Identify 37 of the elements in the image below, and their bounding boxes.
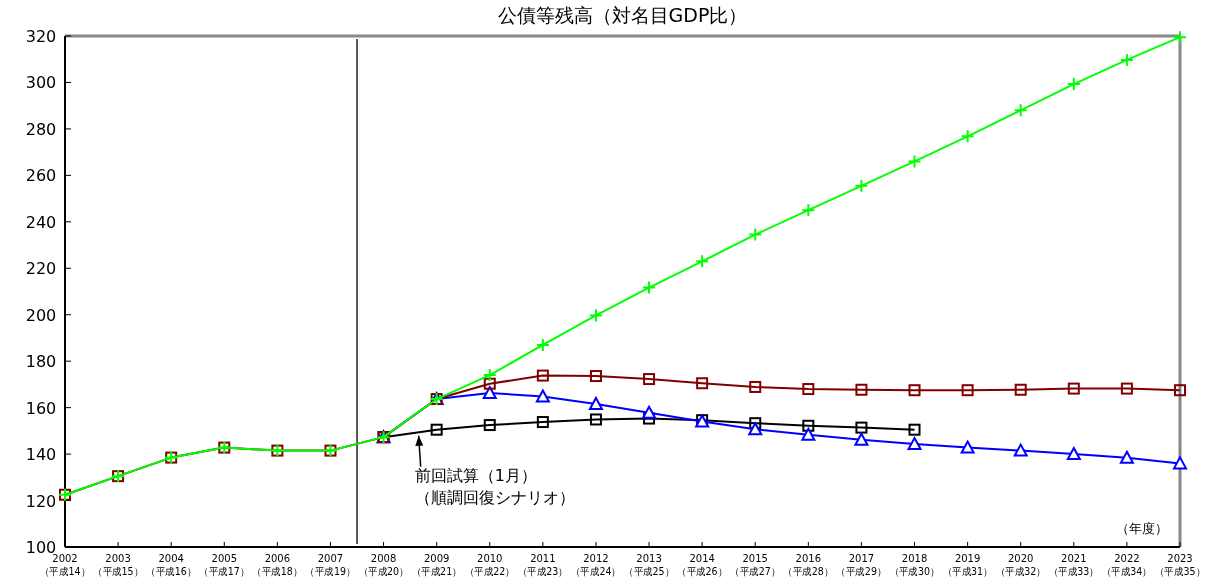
x-tick-label: 2010 （平成22） xyxy=(464,553,518,577)
x-tick-label: 2014 （平成26） xyxy=(677,553,730,577)
y-tick-label: 220 xyxy=(25,259,57,279)
annotation: （順調回復シナリオ） xyxy=(414,487,575,507)
x-axis-title: （年度） xyxy=(1116,521,1168,536)
y-tick-label: 320 xyxy=(25,27,57,46)
x-tick-label: 2011 （平成23） xyxy=(517,553,571,577)
x-tick-label: 2008 （平成20） xyxy=(358,553,412,577)
x-tick-label: 2007 （平成19） xyxy=(305,553,359,577)
y-tick-label: 280 xyxy=(25,119,57,139)
y-tick-label: 240 xyxy=(25,212,57,232)
x-tick-label: 2017 （平成29） xyxy=(836,553,890,577)
x-tick-label: 2006 （平成18） xyxy=(252,553,306,577)
y-tick-label: 200 xyxy=(25,305,57,325)
x-tick-label: 2016 （平成28） xyxy=(783,553,837,577)
x-tick-label: 2015 （平成27） xyxy=(730,553,783,577)
x-tick-label: 2020 （平成32） xyxy=(995,553,1049,577)
x-tick-label: 2004 （平成16） xyxy=(146,553,199,577)
y-tick-label: 260 xyxy=(25,166,57,186)
x-tick-label: 2005 （平成17） xyxy=(199,553,253,577)
x-tick-label: 2002 （平成14） xyxy=(40,553,93,577)
y-tick-label: 300 xyxy=(25,73,57,93)
x-tick-label: 2012 （平成24） xyxy=(570,553,624,577)
x-tick-label: 2023 （平成35） xyxy=(1155,553,1208,577)
x-tick-label: 2018 （平成30） xyxy=(889,553,943,577)
x-tick-label: 2009 （平成21） xyxy=(411,553,465,577)
x-tick-label: 2003 （平成15） xyxy=(93,553,146,577)
x-tick-label: 2013 （平成25） xyxy=(624,553,677,577)
y-tick-label: 120 xyxy=(25,491,57,511)
x-tick-label: 2021 （平成33） xyxy=(1048,553,1102,577)
y-tick-label: 140 xyxy=(25,445,57,465)
x-tick-label: 2022 （平成34） xyxy=(1101,553,1155,577)
chart-title: 公債等残高（対名目GDP比） xyxy=(497,4,748,26)
annotation: 前回試算（1月） xyxy=(414,465,537,485)
y-tick-label: 180 xyxy=(25,352,57,372)
x-tick-label: 2019 （平成31） xyxy=(942,553,996,577)
y-tick-label: 160 xyxy=(25,398,57,418)
